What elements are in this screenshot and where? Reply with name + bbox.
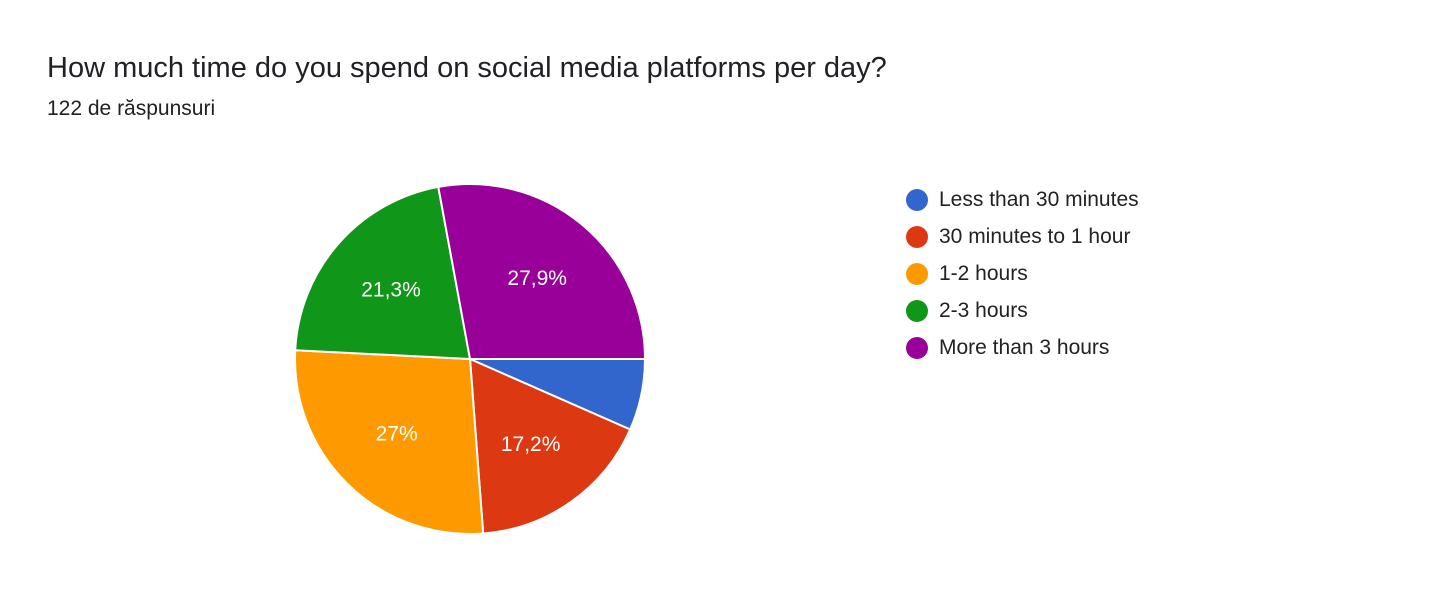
- legend-swatch-icon: [906, 188, 928, 211]
- legend-swatch-icon: [906, 336, 928, 359]
- pie-slice-3[interactable]: [294, 185, 472, 361]
- question-title: How much time do you spend on social med…: [47, 52, 887, 84]
- slice-label-3: 21,3%: [361, 278, 421, 301]
- legend-swatch-icon: [906, 225, 928, 248]
- pie-slice-4[interactable]: [437, 183, 647, 360]
- response-count: 122 de răspunsuri: [47, 97, 216, 120]
- legend-label: 2-3 hours: [939, 298, 1028, 322]
- legend-label: 30 minutes to 1 hour: [939, 224, 1131, 248]
- slice-label-1: 17,2%: [501, 433, 561, 456]
- legend-label: More than 3 hours: [939, 335, 1110, 359]
- legend-swatch-icon: [906, 262, 928, 285]
- slice-label-2: 27%: [376, 423, 418, 446]
- legend-label: 1-2 hours: [939, 261, 1028, 285]
- pie-slice-2[interactable]: [294, 349, 485, 535]
- legend-item-2-3-hours[interactable]: 2-3 hours: [906, 292, 1139, 329]
- chart-legend: Less than 30 minutes 30 minutes to 1 hou…: [906, 181, 1139, 366]
- slice-label-4: 27,9%: [507, 267, 567, 290]
- legend-item-less-than-30-minutes[interactable]: Less than 30 minutes: [906, 181, 1139, 218]
- pie-slice-1[interactable]: [468, 357, 632, 535]
- legend-item-30-minutes-to-1-hour[interactable]: 30 minutes to 1 hour: [906, 218, 1139, 255]
- legend-label: Less than 30 minutes: [939, 187, 1139, 211]
- legend-item-1-2-hours[interactable]: 1-2 hours: [906, 255, 1139, 292]
- legend-swatch-icon: [906, 299, 928, 322]
- legend-item-more-than-3-hours[interactable]: More than 3 hours: [906, 329, 1139, 366]
